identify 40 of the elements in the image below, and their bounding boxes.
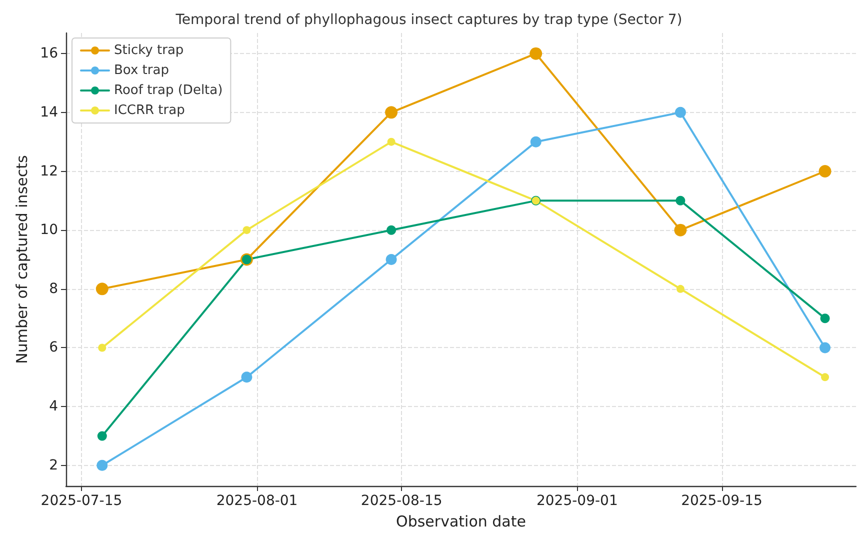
x-tick-label: 2025-09-01 — [536, 493, 618, 509]
chart-title: Temporal trend of phyllophagous insect captures by trap type (Sector 7) — [174, 12, 682, 28]
legend-label: Box trap — [114, 63, 169, 78]
point — [530, 136, 542, 148]
point — [96, 460, 108, 471]
y-tick-label: 8 — [49, 280, 58, 297]
point — [385, 106, 398, 119]
point — [676, 196, 686, 206]
legend-label: Roof trap (Delta) — [114, 83, 223, 98]
point — [97, 431, 107, 441]
point — [674, 224, 687, 236]
point — [820, 314, 830, 324]
point — [241, 372, 252, 383]
point — [96, 282, 108, 296]
point — [676, 284, 684, 293]
point — [820, 342, 831, 354]
point — [530, 47, 542, 60]
y-tick-label: 14 — [40, 104, 58, 120]
legend-label: Sticky trap — [114, 43, 184, 58]
y-axis-title: Number of captured insects — [12, 155, 31, 364]
x-axis-title: Observation date — [396, 512, 526, 530]
point — [386, 225, 396, 235]
y-tick-label: 12 — [40, 163, 58, 180]
point — [242, 226, 251, 234]
y-tick-label: 4 — [49, 398, 58, 415]
x-tick-label: 2025-07-15 — [40, 493, 122, 509]
x-tick-label: 2025-08-01 — [216, 493, 298, 509]
x-tick-label: 2025-09-15 — [681, 493, 762, 509]
point — [674, 106, 686, 118]
y-tick-label: 16 — [40, 46, 58, 62]
point — [98, 344, 106, 352]
y-tick-label: 6 — [49, 340, 58, 356]
legend-label: ICCRR trap — [114, 103, 185, 118]
point — [386, 254, 397, 265]
x-tick-label: 2025-08-15 — [360, 493, 442, 509]
point — [818, 165, 832, 178]
point — [821, 373, 830, 382]
y-tick-label: 10 — [40, 222, 58, 238]
y-tick-label: 2 — [49, 457, 58, 474]
point — [387, 138, 396, 146]
